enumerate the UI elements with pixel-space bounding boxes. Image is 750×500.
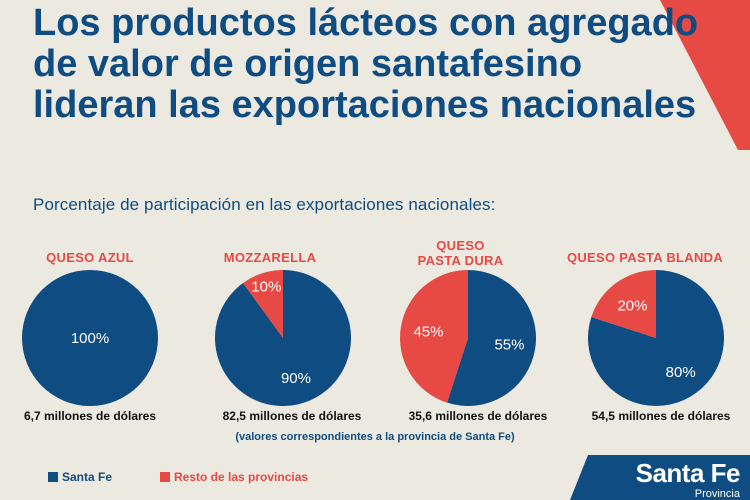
amount-mozzarella: 82,5 millones de dólares [222, 409, 362, 423]
pie-slice-resto [400, 270, 468, 403]
logo-subtext: Provincia [694, 488, 740, 500]
pie-value-label-resto: 10% [251, 279, 281, 296]
pie-slice-santa-fe [22, 270, 158, 406]
santa-fe-logo [570, 455, 750, 500]
pie-slice-resto [591, 270, 656, 338]
chart-subtitle: Porcentaje de participación en las expor… [33, 195, 496, 214]
pie-chart-mozzarella: 90% 10% [215, 270, 351, 406]
legend-label-santa-fe: Santa Fe [62, 470, 113, 484]
amount-queso-azul: 6,7 millones de dólares [23, 409, 157, 423]
pie-label-queso-azul: QUESO AZUL [46, 250, 134, 265]
amount-queso-pasta-blanda: 54,5 millones de dólares [591, 409, 731, 423]
values-note: (valores correspondientes a la provincia… [235, 431, 515, 443]
pie-value-label-santa-fe: 90% [281, 370, 311, 387]
pie-label-mozzarella: MOZZARELLA [223, 250, 317, 265]
pie-value-label-santa-fe: 80% [666, 364, 696, 381]
page-title: Los productos lácteos con agregado de va… [33, 2, 699, 126]
pie-slice-resto [243, 270, 283, 338]
pie-value-label-resto: 20% [617, 298, 647, 315]
pie-value-label-santa-fe: 100% [71, 330, 109, 347]
legend-label-resto: Resto de las provincias [174, 470, 309, 484]
amount-queso-pasta-dura: 35,6 millones de dólares [408, 409, 548, 423]
pie-label-queso-pasta-dura: QUESO PASTA DURA [417, 238, 504, 268]
pie-chart-queso-pasta-dura: 55% 45% [400, 270, 536, 406]
legend-item-santa-fe: Santa Fe [48, 470, 112, 484]
pie-value-label-santa-fe: 55% [494, 337, 524, 354]
legend-swatch-santa-fe [48, 472, 58, 482]
logo-text: Santa Fe [635, 458, 741, 488]
pie-value-label-resto: 45% [413, 324, 443, 341]
pie-label-queso-pasta-blanda: QUESO PASTA BLANDA [566, 250, 724, 265]
legend-swatch-resto [160, 472, 170, 482]
pie-chart-queso-pasta-blanda: 80% 20% [588, 270, 724, 406]
corner-decoration [660, 0, 750, 150]
pie-chart-queso-azul: 100% [22, 270, 158, 406]
pie-slice-santa-fe [446, 270, 536, 406]
legend-item-resto: Resto de las provincias [160, 470, 308, 484]
